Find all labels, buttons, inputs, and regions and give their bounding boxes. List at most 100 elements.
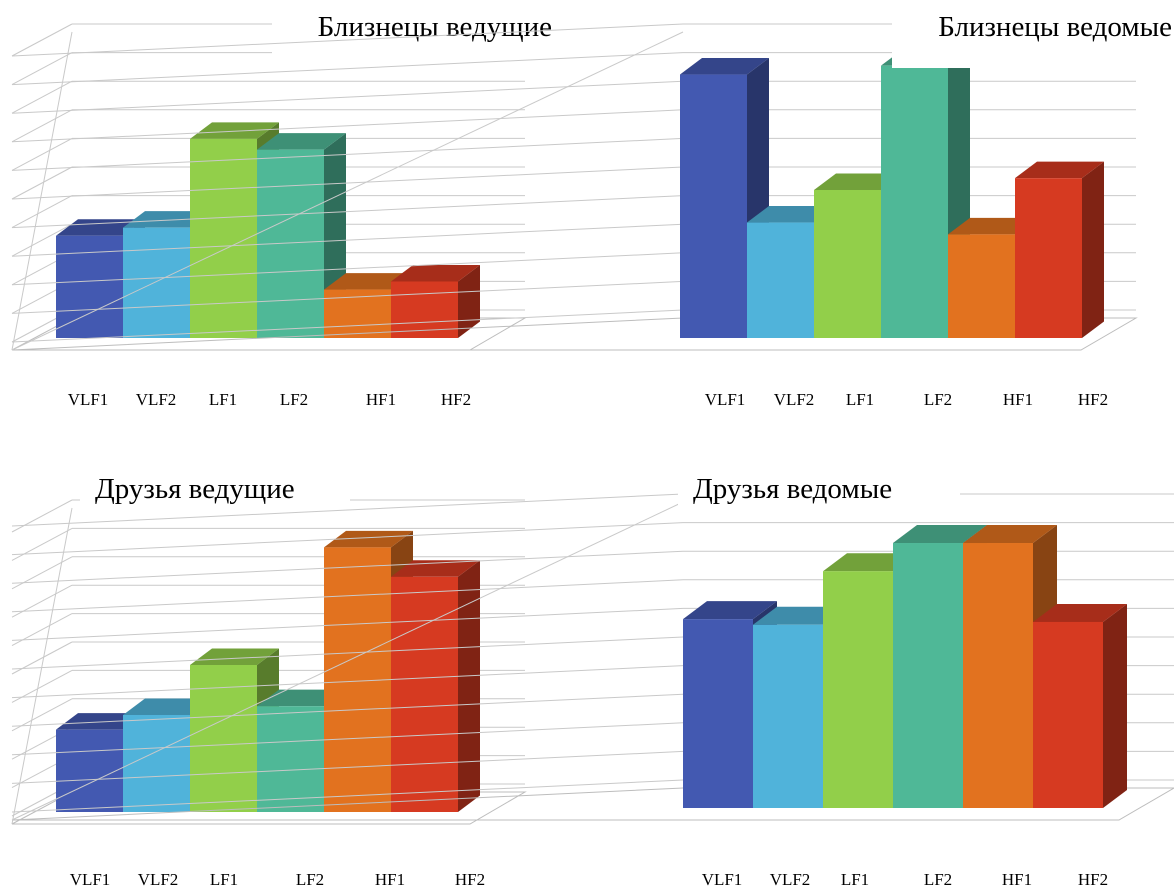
bar-vlf2-top	[123, 211, 212, 228]
tick-label-vlf1: VLF1	[70, 870, 111, 889]
gridline-diagonal	[11, 584, 73, 618]
bar-hf1-front	[963, 543, 1033, 808]
bar-lf1-top	[190, 122, 279, 139]
bar-hf2-top	[1033, 603, 1127, 622]
bar-hf2	[1015, 161, 1104, 338]
bar-hf2-front	[1033, 621, 1103, 808]
tick-label-hf1: HF1	[1002, 870, 1032, 889]
chart-floor	[11, 317, 1138, 351]
tick-label-hf1: HF1	[1003, 390, 1033, 409]
tick-label-lf1: LF1	[841, 870, 869, 889]
tick-label-lf2: LF2	[924, 870, 952, 889]
bar-hf2-side	[458, 560, 480, 812]
bar-hf2	[391, 264, 480, 338]
bar-vlf2-front	[753, 624, 823, 808]
title-backdrop	[678, 466, 960, 516]
bar-lf2-front	[893, 543, 963, 808]
gridline-diagonal	[11, 80, 684, 114]
gridline-diagonal	[11, 613, 73, 647]
bar-lf1-front	[814, 190, 881, 338]
bar-hf1-top	[963, 525, 1057, 544]
gridline-diagonal	[11, 280, 684, 314]
bar-hf2-front	[391, 576, 458, 812]
gridline-diagonal	[11, 522, 684, 556]
tick-label-hf1: HF1	[366, 390, 396, 409]
bar-vlf2-top	[747, 206, 836, 223]
title-backdrop	[80, 466, 350, 518]
tick-label-lf2: LF2	[924, 390, 952, 409]
gridline-diagonal	[11, 252, 684, 286]
gridline-diagonal	[11, 195, 684, 229]
bar-vlf1-top	[680, 58, 769, 75]
bar-lf1-front	[823, 571, 893, 808]
gridline-diagonal	[11, 779, 684, 813]
bar-lf1-top	[190, 648, 279, 665]
chart-floor	[11, 787, 1174, 821]
chart-title: Друзья ведущие	[95, 473, 295, 505]
tick-label-hf2: HF2	[441, 390, 471, 409]
bar-vlf2-front	[747, 222, 814, 338]
gridline-diagonal	[11, 23, 73, 57]
gridline-diagonal	[11, 80, 73, 114]
gridline-diagonal	[11, 166, 73, 200]
gridline-diagonal	[11, 166, 684, 200]
chart-druzya-vedushchie: Друзья ведущие VLF1 VLF2 LF1 LF2 HF1 HF2	[11, 466, 527, 889]
gridline-diagonal	[11, 195, 73, 229]
chart-druzya-vedomye: Друзья ведомые VLF1 VLF2 LF1 LF2 HF1 HF2	[11, 466, 1174, 889]
tick-label-lf2: LF2	[280, 390, 308, 409]
gridline-diagonal	[11, 636, 684, 670]
gridline-diagonal	[11, 499, 73, 533]
bar-lf2-top	[893, 525, 987, 544]
gridline-diagonal	[11, 23, 684, 57]
bar-hf1-front	[948, 234, 1015, 338]
bar-hf1-top	[948, 217, 1037, 235]
bar-hf2-front	[1015, 178, 1082, 338]
chart-bliznetsy-vedomye: Близнецы ведомые VLF1 VLF2 LF1 LF2 HF1 HF2	[11, 11, 1174, 409]
tick-label-vlf2: VLF2	[774, 390, 815, 409]
bar-hf2-side	[1082, 161, 1104, 338]
gridline-diagonal	[11, 223, 684, 257]
tick-label-vlf1: VLF1	[702, 870, 743, 889]
bar-hf1-top	[324, 273, 413, 290]
gridline-diagonal	[11, 493, 684, 527]
left-wall-edge	[11, 31, 73, 351]
bar-vlf1-top	[56, 713, 145, 730]
bar-vlf1-front	[56, 729, 123, 812]
chart-title: Близнецы ведущие	[318, 11, 552, 43]
gridline-diagonal	[11, 137, 73, 171]
gridline-diagonal	[11, 137, 684, 171]
bar-lf2-front	[881, 65, 948, 339]
bar-vlf1-top	[683, 601, 777, 620]
chart-title: Друзья ведомые	[693, 473, 892, 505]
gridline-diagonal	[11, 309, 684, 343]
gridline-diagonal	[11, 52, 73, 86]
bar-lf1-front	[190, 665, 257, 812]
bar-lf2-front	[257, 706, 324, 812]
gridline-diagonal	[11, 550, 684, 584]
gridline-diagonal	[11, 641, 73, 675]
bar-hf2-top	[391, 264, 480, 282]
gridline-diagonal	[11, 527, 73, 561]
left-wall-edge	[11, 31, 684, 351]
gridline-diagonal	[11, 556, 73, 590]
bar-hf2	[391, 560, 480, 812]
tick-label-vlf2: VLF2	[770, 870, 811, 889]
gridline-diagonal	[11, 109, 684, 143]
bar-vlf1	[683, 601, 777, 808]
tick-label-hf2: HF2	[1078, 870, 1108, 889]
gridline-diagonal	[11, 52, 684, 86]
tick-label-hf2: HF2	[455, 870, 485, 889]
bar-vlf1-front	[680, 74, 747, 338]
bar-hf2	[1033, 603, 1127, 808]
tick-label-lf1: LF1	[210, 870, 238, 889]
tick-label-vlf2: VLF2	[136, 390, 177, 409]
gridline-diagonal	[11, 109, 73, 143]
tick-label-hf2: HF2	[1078, 390, 1108, 409]
bar-vlf1-top	[56, 219, 145, 236]
bar-vlf2	[753, 606, 847, 808]
bar-vlf2-front	[123, 227, 190, 338]
chart-floor	[11, 791, 527, 825]
bar-hf2-side	[1103, 603, 1127, 808]
tick-label-vlf2: VLF2	[138, 870, 179, 889]
